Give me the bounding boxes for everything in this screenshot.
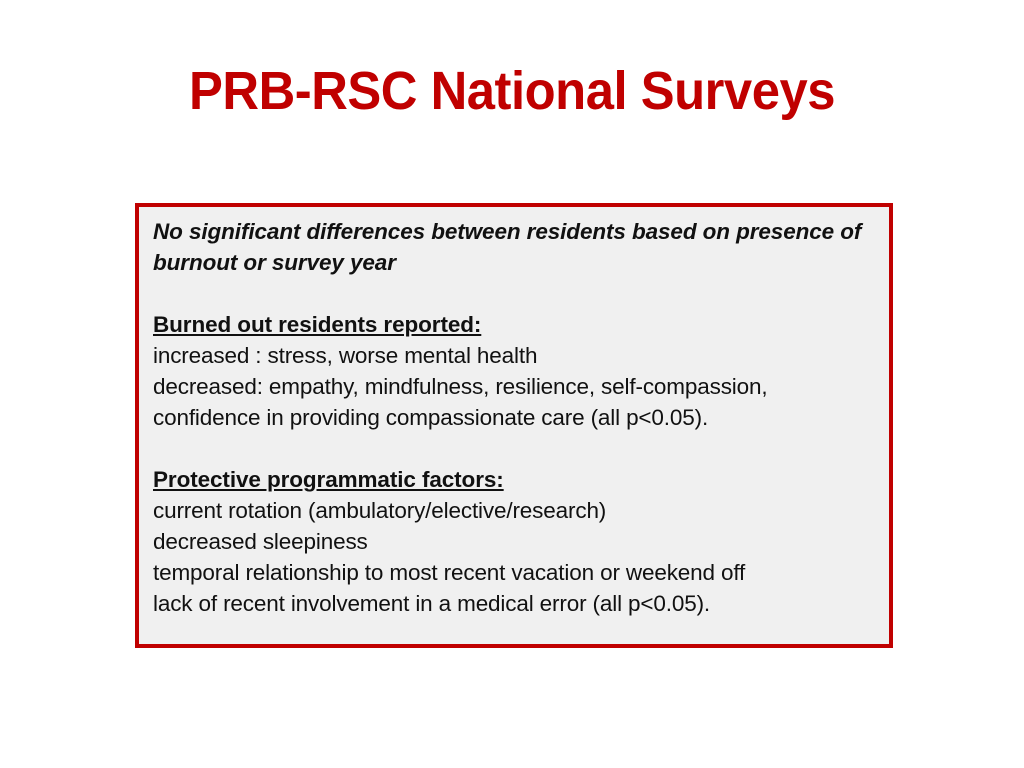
section-heading-burned-out: Burned out residents reported:	[153, 312, 482, 337]
content-body: No significant differences between resid…	[153, 216, 879, 619]
content-box: No significant differences between resid…	[135, 203, 893, 648]
section-2-line-4: lack of recent involvement in a medical …	[153, 591, 711, 616]
section-heading-protective-factors: Protective programmatic factors:	[153, 467, 504, 492]
intro-line-1: No significant differences between resid…	[153, 219, 862, 244]
section-1-line-3: confidence in providing compassionate ca…	[153, 405, 709, 430]
section-2-line-2: decreased sleepiness	[153, 529, 368, 554]
section-spacer-2	[153, 433, 879, 464]
section-2-line-3: temporal relationship to most recent vac…	[153, 560, 746, 585]
section-spacer-1	[153, 278, 879, 309]
section-1-line-2: decreased: empathy, mindfulness, resilie…	[153, 374, 768, 399]
intro-line-2: burnout or survey year	[153, 250, 396, 275]
section-1-line-1: increased : stress, worse mental health	[153, 343, 538, 368]
section-2-line-1: current rotation (ambulatory/elective/re…	[153, 498, 607, 523]
page-title: PRB-RSC National Surveys	[189, 61, 835, 121]
